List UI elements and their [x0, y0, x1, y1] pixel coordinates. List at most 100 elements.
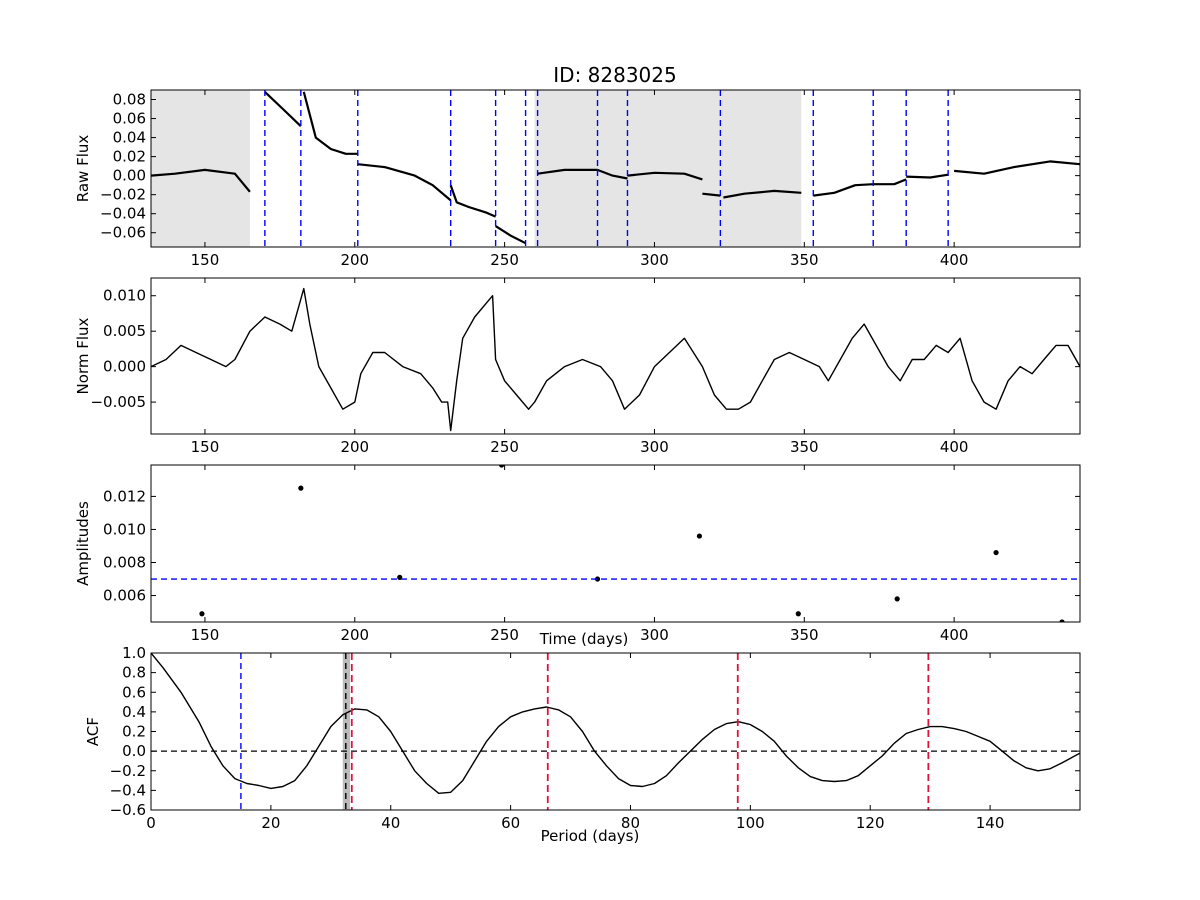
raw-flux-series-line-12: [873, 178, 907, 186]
amplitudes-plot-area: [151, 465, 1080, 622]
norm-flux-ytick-label-1: 0.000: [103, 358, 146, 376]
amplitudes-ytick-label-1: 0.008: [103, 554, 146, 572]
acf-ytick-label-1: −0.4: [110, 781, 146, 799]
raw-flux-ytick-label-0: −0.06: [100, 224, 146, 242]
norm-flux-ytick-label-2: 0.005: [103, 322, 146, 340]
acf-xtick-label-7: 140: [976, 814, 1005, 832]
amplitudes-xtick-label-4: 350: [790, 626, 819, 644]
norm-flux-series-line-0: [151, 287, 1080, 432]
figure-title: ID: 8283025: [553, 63, 676, 87]
norm-flux-xtick-label-0: 150: [191, 438, 220, 456]
raw-flux-ytick-label-1: −0.04: [100, 205, 146, 223]
amplitudes-xtick-label-0: 150: [191, 626, 220, 644]
amplitudes-frame: [150, 464, 1081, 623]
amplitudes-xtick-label-2: 250: [490, 626, 519, 644]
acf-xtick-label-4: 80: [621, 814, 640, 832]
acf-xtick-label-0: 0: [146, 814, 156, 832]
amplitudes-panel: 150 200 250 300 350 400 0.006 0.008 0.010 0.012 Am…: [74, 464, 1081, 644]
amplitudes-point-9: [1059, 619, 1065, 622]
raw-flux-series-line-4: [449, 184, 497, 218]
raw-flux-frame: [150, 89, 1081, 248]
acf-ytick-label-5: 0.4: [122, 703, 146, 721]
amplitudes-point-1: [298, 485, 304, 491]
raw-flux-series-line-7: [597, 168, 628, 180]
amplitudes-ytick-label-2: 0.010: [103, 520, 146, 538]
raw-flux-ytick-label-5: 0.04: [113, 129, 146, 147]
raw-flux-ytick-label-7: 0.08: [113, 91, 146, 109]
acf-panel: 0 20 40 60 80 100 120 140 −0.6 −0.4−0.2 0.00.2 0.4 0…: [84, 644, 1081, 832]
amplitudes-point-5: [696, 533, 703, 539]
norm-flux-xtick-label-2: 250: [490, 438, 519, 456]
raw-flux-plot-area: [151, 90, 1080, 247]
amplitudes-point-6: [795, 611, 801, 617]
amplitudes-xtick-label-1: 200: [340, 626, 369, 644]
period-axis-label: Period (days): [541, 827, 640, 845]
raw-flux-series-line-13: [906, 173, 949, 179]
raw-flux-shaded-region-0: [151, 90, 250, 247]
raw-flux-ytick-label-4: 0.02: [113, 148, 146, 166]
norm-flux-ylabel: Norm Flux: [74, 317, 92, 394]
amplitudes-point-4: [594, 576, 601, 582]
acf-xtick-label-5: 100: [736, 814, 765, 832]
acf-xtick-label-2: 40: [381, 814, 400, 832]
raw-flux-xtick-label-3: 300: [640, 251, 669, 269]
amplitudes-ytick-label-0: 0.006: [103, 587, 146, 605]
acf-ytick-label-7: 0.8: [122, 664, 146, 682]
acf-ytick-label-6: 0.6: [122, 683, 146, 701]
acf-ytick-label-2: −0.2: [110, 762, 146, 780]
raw-flux-panel: 150 200 250 300 350 400−0.06−0.04−0.020.000.0…: [74, 89, 1081, 269]
raw-flux-series-line-9: [702, 192, 721, 197]
norm-flux-panel: 150 200 250 300 350 400 −0.005 0.000 0.005 0.010 N…: [74, 277, 1081, 456]
raw-flux-ytick-label-2: −0.02: [100, 186, 146, 204]
raw-flux-series-line-10: [723, 189, 802, 199]
raw-flux-shaded-region-1: [534, 90, 802, 247]
panels: 150 200 250 300 350 400−0.06−0.04−0.020.000.0…: [74, 89, 1081, 832]
acf-ytick-label-3: 0.0: [122, 742, 146, 760]
amplitudes-ytick-label-3: 0.012: [103, 487, 146, 505]
raw-flux-ytick-label-3: 0.00: [113, 167, 146, 185]
raw-flux-series-line-2: [302, 91, 358, 155]
raw-flux-series-line-14: [953, 160, 1080, 175]
acf-ytick-label-8: 1.0: [122, 644, 146, 662]
raw-flux-series-line-6: [537, 168, 598, 175]
acf-xtick-label-1: 20: [261, 814, 280, 832]
norm-flux-ytick-label-0: −0.005: [90, 393, 146, 411]
acf-ytick-label-0: −0.6: [110, 801, 146, 819]
acf-period-band: [342, 653, 350, 810]
norm-flux-ytick-label-3: 0.010: [103, 287, 146, 305]
raw-flux-series-line-5: [495, 225, 527, 245]
acf-plot-area: [151, 653, 1080, 810]
amplitudes-point-3: [499, 465, 505, 468]
acf-ylabel: ACF: [84, 717, 102, 746]
norm-flux-frame: [150, 277, 1081, 435]
amplitudes-ylabel: Amplitudes: [74, 501, 92, 586]
raw-flux-xtick-label-5: 400: [940, 251, 969, 269]
raw-flux-xtick-label-0: 150: [191, 251, 220, 269]
raw-flux-series-line-11: [813, 183, 874, 197]
amplitudes-xtick-label-3: 300: [640, 626, 669, 644]
raw-flux-xtick-label-2: 250: [490, 251, 519, 269]
raw-flux-series-line-8: [627, 171, 703, 181]
acf-xtick-label-3: 60: [501, 814, 520, 832]
norm-flux-xtick-label-4: 350: [790, 438, 819, 456]
raw-flux-series-line-1: [264, 91, 302, 127]
norm-flux-plot-area: [151, 287, 1080, 432]
norm-flux-xtick-label-1: 200: [340, 438, 369, 456]
raw-flux-xtick-label-4: 350: [790, 251, 819, 269]
raw-flux-ytick-label-6: 0.06: [113, 110, 146, 128]
acf-xtick-label-6: 120: [856, 814, 885, 832]
raw-flux-series-line-3: [357, 163, 452, 202]
amplitudes-point-7: [894, 596, 900, 602]
amplitudes-xtick-label-5: 400: [940, 626, 969, 644]
acf-ytick-label-4: 0.2: [122, 723, 146, 741]
time-axis-label: Time (days): [539, 630, 629, 648]
amplitudes-point-8: [993, 549, 999, 556]
raw-flux-ylabel: Raw Flux: [74, 135, 92, 203]
amplitudes-point-0: [199, 611, 205, 617]
acf-series-line-0: [151, 653, 1080, 794]
raw-flux-xtick-label-1: 200: [340, 251, 369, 269]
raw-flux-series-line-0: [151, 168, 251, 193]
norm-flux-xtick-label-5: 400: [940, 438, 969, 456]
norm-flux-xtick-label-3: 300: [640, 438, 669, 456]
